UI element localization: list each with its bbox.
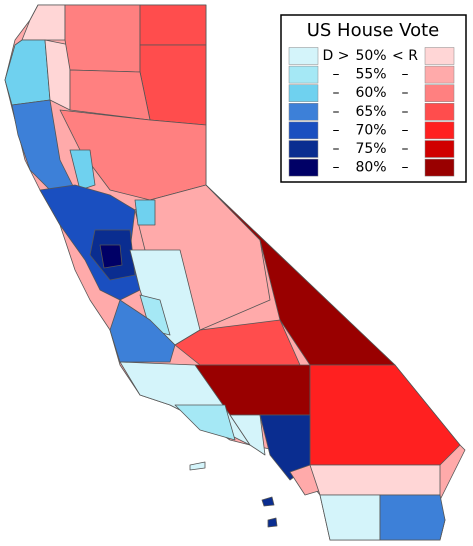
- island: [267, 517, 278, 528]
- swatch: [424, 121, 455, 140]
- swatch: [288, 47, 319, 65]
- legend-left: –: [333, 67, 340, 83]
- legend-label: 55%: [355, 67, 386, 83]
- county: [134, 199, 156, 226]
- island: [189, 461, 206, 471]
- island: [261, 496, 275, 507]
- county: [139, 4, 207, 46]
- legend-right: < R: [392, 48, 418, 64]
- swatch: [288, 140, 319, 158]
- legend-left: D >: [323, 48, 350, 64]
- legend-left: –: [333, 85, 340, 101]
- swatch: [424, 158, 455, 177]
- swatch: [288, 65, 319, 84]
- county: [174, 404, 236, 441]
- county: [319, 494, 381, 541]
- county: [309, 364, 461, 466]
- swatch: [288, 121, 319, 140]
- legend-left: –: [333, 160, 340, 176]
- swatch: [424, 47, 455, 65]
- swatch: [424, 140, 455, 158]
- swatch: [288, 158, 319, 177]
- legend-left: –: [333, 122, 340, 138]
- legend-right: –: [402, 160, 409, 176]
- legend-title: US House Vote: [307, 20, 440, 41]
- county: [229, 414, 266, 456]
- legend-left: –: [333, 104, 340, 120]
- legend-label: 75%: [355, 141, 386, 157]
- county: [99, 244, 123, 269]
- legend-right: –: [402, 67, 409, 83]
- legend-label: 70%: [355, 122, 386, 138]
- county: [139, 44, 207, 126]
- legend-right: –: [402, 104, 409, 120]
- legend-right: –: [402, 141, 409, 157]
- swatch: [288, 84, 319, 102]
- legend-label: 80%: [355, 160, 386, 176]
- county: [69, 149, 96, 191]
- county: [64, 4, 141, 73]
- county: [109, 299, 176, 363]
- swatch: [424, 65, 455, 84]
- legend-label: 65%: [355, 104, 386, 120]
- swatch: [424, 103, 455, 121]
- legend-right: –: [402, 122, 409, 138]
- county: [4, 39, 51, 106]
- legend-label: 60%: [355, 85, 386, 101]
- legend-left: –: [333, 141, 340, 157]
- legend-right: –: [402, 85, 409, 101]
- legend: US House Vote D >50% < R– 55% –– 60% –– 65% –– 7…: [280, 14, 467, 183]
- county: [379, 494, 446, 541]
- county: [309, 464, 441, 496]
- legend-label: 50%: [355, 48, 386, 64]
- county: [174, 319, 301, 366]
- swatch: [424, 84, 455, 102]
- swatch: [288, 103, 319, 121]
- counties: [4, 4, 466, 541]
